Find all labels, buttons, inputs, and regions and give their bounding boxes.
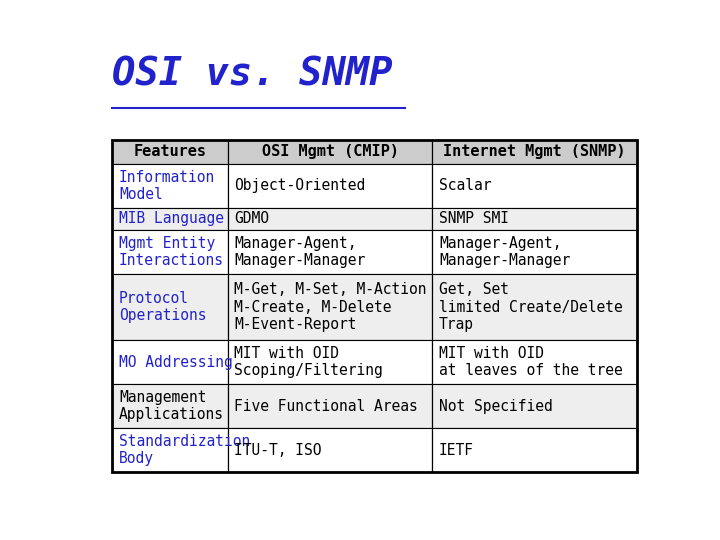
Text: Standardization
Body: Standardization Body xyxy=(119,434,251,467)
Bar xyxy=(432,384,637,428)
Bar xyxy=(432,164,637,208)
Bar xyxy=(112,274,228,340)
Text: Get, Set
limited Create/Delete
Trap: Get, Set limited Create/Delete Trap xyxy=(439,282,623,332)
Text: IETF: IETF xyxy=(439,443,474,458)
Bar xyxy=(112,140,636,472)
Text: SNMP SMI: SNMP SMI xyxy=(439,212,509,226)
Bar xyxy=(228,428,432,472)
Bar xyxy=(432,274,637,340)
Text: Scalar: Scalar xyxy=(439,178,492,193)
Bar xyxy=(432,230,637,274)
Text: Manager-Agent,
Manager-Manager: Manager-Agent, Manager-Manager xyxy=(439,236,570,268)
Text: M-Get, M-Set, M-Action
M-Create, M-Delete
M-Event-Report: M-Get, M-Set, M-Action M-Create, M-Delet… xyxy=(235,282,427,332)
Bar xyxy=(112,230,228,274)
Bar xyxy=(228,274,432,340)
Bar xyxy=(432,140,637,164)
Bar xyxy=(228,140,432,164)
Text: Not Specified: Not Specified xyxy=(439,399,553,414)
Text: Manager-Agent,
Manager-Manager: Manager-Agent, Manager-Manager xyxy=(235,236,366,268)
Text: MIT with OID
Scoping/Filtering: MIT with OID Scoping/Filtering xyxy=(235,346,383,379)
Bar xyxy=(432,208,637,230)
Bar xyxy=(112,164,228,208)
Bar xyxy=(432,428,637,472)
Bar xyxy=(432,340,637,384)
Bar xyxy=(112,384,228,428)
Bar xyxy=(228,208,432,230)
Text: Management
Applications: Management Applications xyxy=(119,390,224,422)
Text: Mgmt Entity
Interactions: Mgmt Entity Interactions xyxy=(119,236,224,268)
Text: Five Functional Areas: Five Functional Areas xyxy=(235,399,418,414)
Bar xyxy=(112,140,228,164)
Bar xyxy=(112,428,228,472)
Text: Object-Oriented: Object-Oriented xyxy=(235,178,366,193)
Text: OSI Mgmt (CMIP): OSI Mgmt (CMIP) xyxy=(261,144,398,159)
Bar xyxy=(112,208,228,230)
Bar xyxy=(228,384,432,428)
Text: MIT with OID
at leaves of the tree: MIT with OID at leaves of the tree xyxy=(439,346,623,379)
Text: Information
Model: Information Model xyxy=(119,170,215,202)
Text: Internet Mgmt (SNMP): Internet Mgmt (SNMP) xyxy=(444,144,626,159)
Text: MIB Language: MIB Language xyxy=(119,212,224,226)
Bar xyxy=(228,164,432,208)
Bar xyxy=(228,230,432,274)
Text: GDMO: GDMO xyxy=(235,212,269,226)
Text: Protocol
Operations: Protocol Operations xyxy=(119,291,207,323)
Bar xyxy=(228,340,432,384)
Text: Features: Features xyxy=(133,144,207,159)
Text: OSI vs. SNMP: OSI vs. SNMP xyxy=(112,56,393,94)
Text: MO Addressing: MO Addressing xyxy=(119,355,233,370)
Bar xyxy=(112,340,228,384)
Text: ITU-T, ISO: ITU-T, ISO xyxy=(235,443,322,458)
